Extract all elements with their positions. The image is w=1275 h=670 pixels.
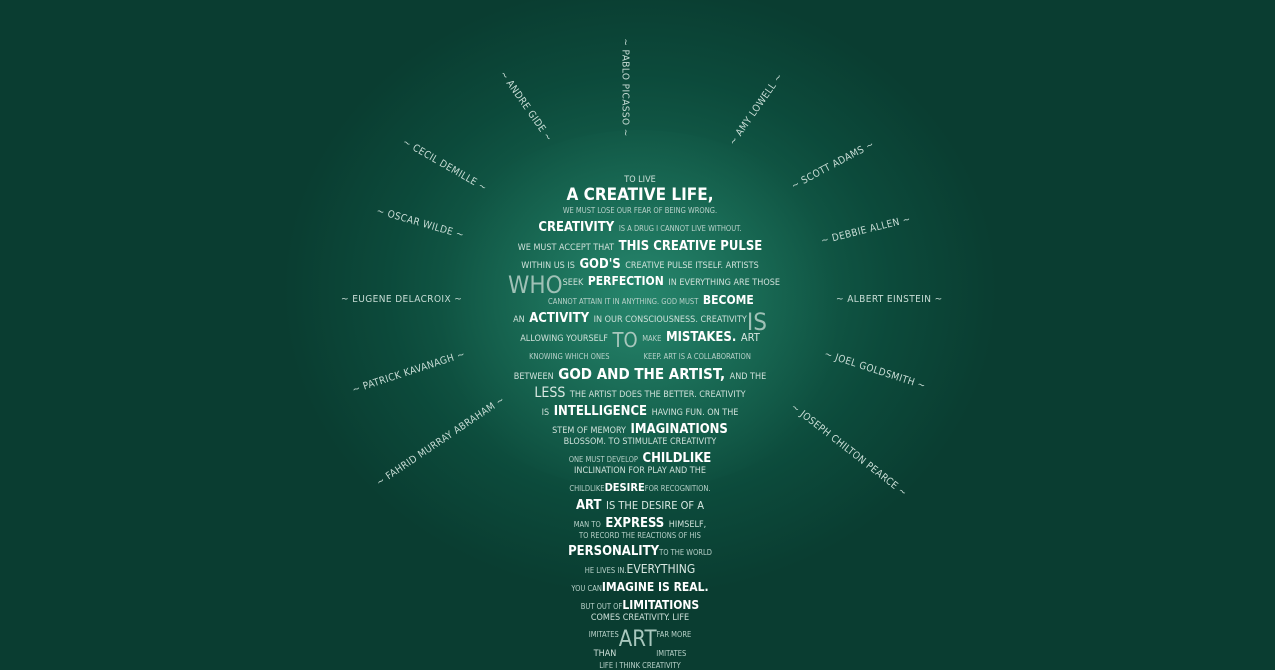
quote-line: BLOSSOM. TO STIMULATE CREATIVITY <box>563 436 717 447</box>
quote-line: WE MUST LOSE OUR FEAR OF BEING WRONG. <box>562 206 718 215</box>
quote-line: ALLOWING YOURSELF TO MAKE MISTAKES. ART <box>520 327 760 352</box>
quote-line: IMITATESARTFAR MORE <box>588 627 692 652</box>
author-fahrid-murray-abraham: ~ FAHRID MURRAY ABRAHAM ~ <box>374 394 507 489</box>
quote-line: MAN TO EXPRESS HIMSELF, <box>573 515 707 531</box>
author-joseph-chilton-pearce: ~ JOSEPH CHILTON PEARCE ~ <box>788 402 909 499</box>
quote-line: ONE MUST DEVELOP CHILDLIKE <box>568 450 712 466</box>
quote-line: THAN IMITATES <box>593 649 687 659</box>
quote-line: LESS THE ARTIST DOES THE BETTER. CREATIV… <box>534 384 746 401</box>
author-pablo-picasso: ~ PABLO PICASSO ~ <box>619 38 631 137</box>
quote-line: YOU CANIMAGINE IS REAL. <box>571 580 709 594</box>
quote-line: TO LIVE <box>624 175 656 185</box>
quote-line: A CREATIVE LIFE, <box>566 185 714 205</box>
bulb-glow <box>420 130 860 490</box>
author-scott-adams: ~ SCOTT ADAMS ~ <box>789 139 877 192</box>
quote-line: WHOSEEK PERFECTION IN EVERYTHING ARE THO… <box>508 270 780 299</box>
quote-line: AN ACTIVITY IN OUR CONSCIOUSNESS. CREATI… <box>513 307 767 336</box>
author-albert-einstein: ~ ALBERT EINSTEIN ~ <box>836 294 943 305</box>
quote-line: KNOWING WHICH ONES KEEP. ART IS A COLLABO… <box>529 351 751 361</box>
author-andre-gide: ~ ANDRE GIDE ~ <box>497 69 554 144</box>
quote-line: STEM OF MEMORY IMAGINATIONS <box>552 421 728 437</box>
author-cecil-demille: ~ CECIL DEMILLE ~ <box>400 136 489 195</box>
quote-line: CANNOT ATTAIN IT IN ANYTHING. GOD MUST B… <box>548 292 754 307</box>
quote-line: IS INTELLIGENCE HAVING FUN. ON THE <box>541 403 739 419</box>
quote-line: PERSONALITYTO THE WORLD <box>568 544 712 559</box>
quote-line: TO RECORD THE REACTIONS OF HIS <box>579 530 701 540</box>
quote-line: WE MUST ACCEPT THAT THIS CREATIVE PULSE <box>517 238 763 254</box>
lightbulb-quote-text: TO LIVE A CREATIVE LIFE, WE MUST LOSE OU… <box>490 176 790 670</box>
author-amy-lowell: ~ AMY LOWELL ~ <box>727 71 786 148</box>
quote-line: BETWEEN GOD AND THE ARTIST, AND THE <box>513 364 767 383</box>
quote-line: LIFE I THINK CREATIVITY <box>599 661 681 670</box>
quote-line: HE LIVES IN.EVERYTHING <box>584 562 696 576</box>
quote-line: CHILDLIKEDESIREFOR RECOGNITION. <box>569 480 711 494</box>
quote-line: CREATIVITY IS A DRUG I CANNOT LIVE WITHO… <box>538 219 742 235</box>
quote-line: WITHIN US IS GOD'S CREATIVE PULSE ITSELF… <box>521 256 759 272</box>
quote-line: INCLINATION FOR PLAY AND THE <box>574 465 706 476</box>
quote-line: BUT OUT OFLIMITATIONS <box>580 598 700 612</box>
quote-line: COMES CREATIVITY. LIFE <box>590 613 690 623</box>
quote-line: ART IS THE DESIRE OF A <box>575 497 704 513</box>
author-eugene-delacroix: ~ EUGENE DELACROIX ~ <box>341 294 463 305</box>
